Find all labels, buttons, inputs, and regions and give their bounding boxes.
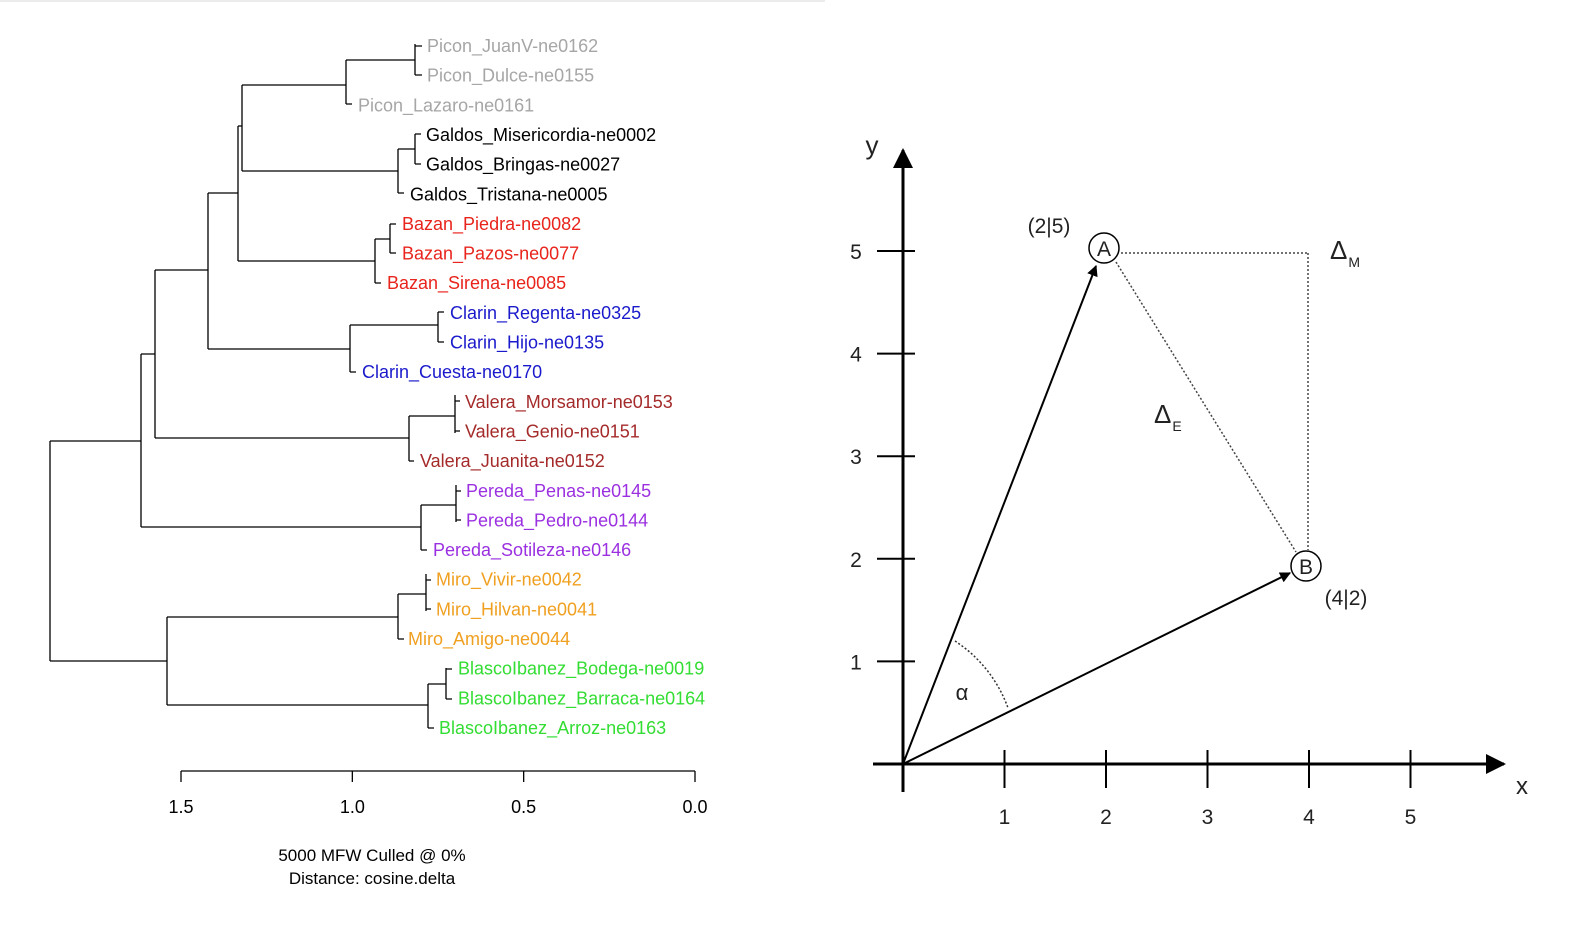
dendrogram-caption-line1: 5000 MFW Culled @ 0% [278, 846, 465, 865]
point-b-name: B [1299, 556, 1313, 579]
dendrogram-caption-line2: Distance: cosine.delta [289, 869, 456, 888]
leaf-label: BlascoIbanez_Barraca-ne0164 [458, 688, 705, 709]
point-a-marker [1088, 232, 1120, 264]
y-axis-label: y [866, 130, 879, 160]
distance-tick-label: 0.0 [682, 797, 707, 817]
dendrogram-branches-valera [408, 395, 460, 462]
point-b-marker [1290, 550, 1322, 582]
delta-m-subscript: M [1348, 254, 1360, 270]
y-axis-ticks: 1 2 3 4 5 [850, 241, 915, 674]
leaf-label: Valera_Juanita-ne0152 [420, 451, 605, 472]
top-border [0, 0, 825, 2]
angle-arc [954, 640, 1009, 709]
leaf-label: Galdos_Tristana-ne0005 [410, 184, 607, 205]
leaf-label: Bazan_Piedra-ne0082 [402, 214, 581, 235]
delta-m-label: ΔM [1330, 235, 1360, 270]
distance-axis: 1.5 1.0 0.5 0.0 [168, 770, 708, 817]
dendrogram-branches-upper2 [207, 192, 350, 350]
delta-m-symbol: Δ [1330, 235, 1347, 265]
y-tick-label: 3 [850, 446, 862, 469]
dendrogram-branches-miro-blasco [166, 616, 428, 706]
distance-axis-ticks: 1.5 1.0 0.5 0.0 [168, 771, 708, 817]
distance-tick-label: 1.0 [340, 797, 365, 817]
leaf-label: BlascoIbanez_Arroz-ne0163 [439, 718, 666, 739]
point-b-coord-label: (4|2) [1325, 587, 1368, 610]
point-a-name: A [1097, 238, 1111, 261]
leaf-label: Pereda_Sotileza-ne0146 [433, 540, 631, 561]
leaf-label: Miro_Amigo-ne0044 [408, 629, 570, 650]
x-tick-label: 3 [1202, 806, 1214, 829]
delta-e-subscript: E [1172, 418, 1181, 434]
delta-e-label: ΔE [1154, 399, 1182, 434]
vector-a [902, 264, 1098, 765]
x-tick-label: 4 [1303, 806, 1315, 829]
y-tick-label: 2 [850, 549, 862, 572]
x-tick-label: 1 [999, 806, 1011, 829]
leaf-label: Bazan_Pazos-ne0077 [402, 244, 579, 265]
leaf-label: Pereda_Penas-ne0145 [466, 481, 651, 502]
vector-b [902, 572, 1291, 765]
delta-e-line [1115, 261, 1297, 553]
leaf-label: Pereda_Pedro-ne0144 [466, 510, 648, 531]
leaf-label: Galdos_Bringas-ne0027 [426, 155, 620, 176]
leaf-label: Clarin_Regenta-ne0325 [450, 303, 641, 324]
dendrogram-branches-galdos [397, 133, 421, 194]
leaf-label: Clarin_Cuesta-ne0170 [362, 362, 542, 383]
dendrogram-branches-bazan [374, 223, 396, 284]
delta-e-symbol: Δ [1154, 399, 1171, 429]
leaf-labels: Picon_JuanV-ne0162 Picon_Dulce-ne0155 Pico… [358, 36, 705, 739]
dendrogram-branches-blasco [427, 668, 452, 729]
leaf-label: BlascoIbanez_Bodega-ne0019 [458, 659, 704, 680]
x-axis-ticks: 1 2 3 4 5 [999, 750, 1417, 829]
distance-tick-label: 1.5 [168, 797, 193, 817]
distance-tick-label: 0.5 [511, 797, 536, 817]
dendrogram-root [49, 440, 167, 662]
dendrogram-branches-picon-galdos [241, 84, 398, 172]
x-axis-label: x [1516, 773, 1528, 800]
dendrogram-branches-upper3 [154, 269, 409, 439]
leaf-label: Bazan_Sirena-ne0085 [387, 273, 566, 294]
leaf-label: Picon_JuanV-ne0162 [427, 36, 598, 57]
dendrogram-branches-upper [237, 125, 375, 262]
leaf-label: Valera_Morsamor-ne0153 [465, 392, 673, 413]
angle-label: α [956, 680, 969, 705]
dendrogram-branches-miro [397, 574, 431, 640]
dendrogram-branches-clarin [349, 311, 444, 373]
leaf-label: Picon_Lazaro-ne0161 [358, 95, 534, 116]
leaf-label: Galdos_Misericordia-ne0002 [426, 125, 656, 146]
leaf-label: Valera_Genio-ne0151 [465, 421, 640, 442]
point-a-coord-label: (2|5) [1028, 215, 1071, 238]
y-tick-label: 5 [850, 241, 862, 264]
dendrogram [49, 44, 461, 729]
y-tick-label: 4 [850, 344, 862, 367]
x-tick-label: 5 [1405, 806, 1417, 829]
y-tick-label: 1 [850, 651, 862, 674]
leaf-label: Miro_Hilvan-ne0041 [436, 599, 597, 620]
leaf-label: Miro_Vivir-ne0042 [436, 570, 582, 591]
dendrogram-branches-picon [345, 44, 422, 105]
leaf-label: Clarin_Hijo-ne0135 [450, 333, 604, 354]
x-tick-label: 2 [1100, 806, 1112, 829]
leaf-label: Picon_Dulce-ne0155 [427, 66, 594, 87]
dendrogram-branches-pereda [420, 485, 461, 551]
